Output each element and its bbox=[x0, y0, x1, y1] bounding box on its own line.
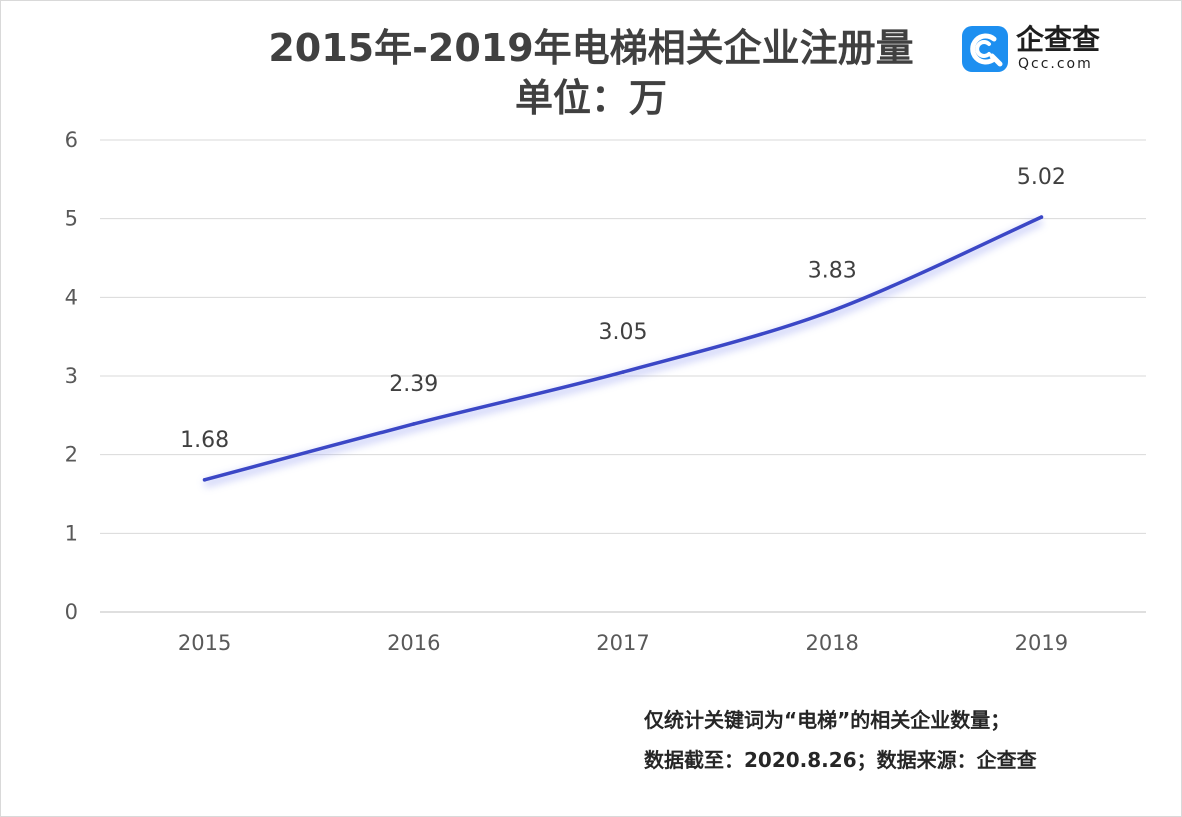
series bbox=[202, 215, 1044, 488]
x-tick-label: 2019 bbox=[1015, 631, 1068, 655]
brand-logo: 企查查 Qcc.com bbox=[962, 24, 1112, 74]
x-tick-label: 2016 bbox=[387, 631, 440, 655]
data-label: 5.02 bbox=[1017, 165, 1066, 190]
data-point bbox=[412, 422, 416, 426]
data-point bbox=[621, 370, 625, 374]
logo-name: 企查查 bbox=[1016, 23, 1101, 56]
footnote-source: 数据截至：2020.8.26；数据来源：企查查 bbox=[644, 748, 1037, 772]
y-tick-label: 1 bbox=[65, 521, 78, 545]
x-axis-ticks: 2015 2016 2017 2018 2019 bbox=[178, 631, 1068, 655]
data-label: 3.05 bbox=[599, 320, 648, 345]
chart-subtitle: 单位：万 bbox=[514, 76, 667, 120]
data-label: 3.83 bbox=[808, 259, 857, 284]
series-line-shadow bbox=[203, 217, 1044, 488]
grid-lines bbox=[100, 139, 1146, 613]
data-label: 2.39 bbox=[389, 372, 438, 397]
data-label: 1.68 bbox=[180, 428, 229, 453]
logo-domain: Qcc.com bbox=[1018, 56, 1093, 72]
x-tick-label: 2015 bbox=[178, 631, 231, 655]
series-line bbox=[202, 215, 1044, 482]
y-tick-label: 3 bbox=[65, 364, 78, 388]
y-tick-label: 5 bbox=[65, 207, 78, 231]
data-point bbox=[1039, 215, 1044, 219]
x-tick-label: 2017 bbox=[596, 631, 649, 655]
y-tick-label: 6 bbox=[65, 128, 78, 152]
footnote-scope: 仅统计关键词为“电梯”的相关企业数量； bbox=[644, 708, 1011, 732]
y-tick-label: 4 bbox=[65, 285, 78, 309]
data-point bbox=[830, 308, 834, 313]
y-axis-ticks: 0 1 2 3 4 5 6 bbox=[65, 128, 78, 624]
qcc-logo-icon bbox=[962, 26, 1008, 72]
y-tick-label: 2 bbox=[65, 443, 78, 467]
data-labels: 1.68 2.39 3.05 3.83 5.02 bbox=[180, 165, 1066, 453]
data-point bbox=[202, 478, 207, 482]
x-tick-label: 2018 bbox=[805, 631, 858, 655]
y-tick-label: 0 bbox=[65, 600, 78, 624]
chart-title: 2015年-2019年电梯相关企业注册量 bbox=[268, 26, 914, 70]
